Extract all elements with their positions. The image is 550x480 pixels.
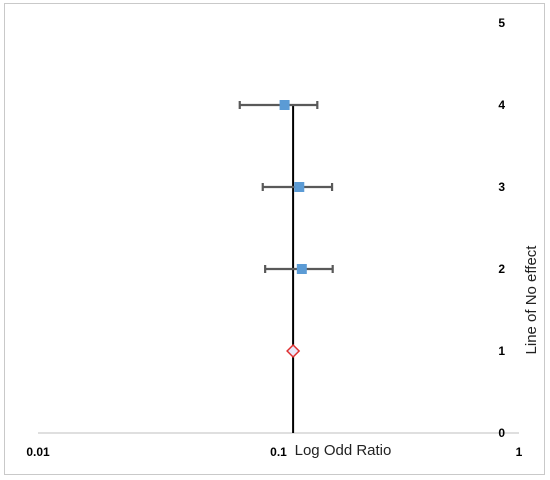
y-axis-label: Line of No effect: [523, 245, 540, 355]
y-tick-label: 1: [498, 344, 505, 358]
data-point-square: [294, 182, 305, 192]
x-axis-label: Log Odd Ratio: [295, 442, 392, 459]
y-tick-label: 3: [498, 180, 505, 194]
y-tick-label: 0: [498, 426, 505, 440]
y-tick-label: 4: [498, 98, 505, 112]
data-point-square: [279, 100, 290, 110]
data-point-diamond: [286, 343, 301, 359]
y-tick-label: 5: [498, 16, 505, 30]
y-tick-label: 2: [498, 262, 505, 276]
x-tick-label: 0.01: [26, 445, 50, 459]
data-point-square: [296, 264, 307, 274]
x-tick-label: 0.1: [270, 445, 287, 459]
x-tick-label: 1: [516, 445, 523, 459]
chart-frame: [4, 3, 545, 475]
